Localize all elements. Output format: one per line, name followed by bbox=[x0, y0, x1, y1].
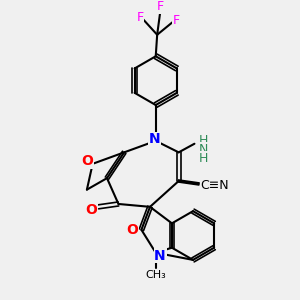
Text: F: F bbox=[136, 11, 143, 24]
Text: O: O bbox=[126, 223, 138, 237]
Text: O: O bbox=[81, 154, 93, 168]
Text: N: N bbox=[198, 143, 208, 156]
Text: CH₃: CH₃ bbox=[146, 270, 166, 280]
Text: O: O bbox=[85, 203, 97, 217]
Text: N: N bbox=[148, 132, 160, 146]
Text: C≡N: C≡N bbox=[201, 179, 229, 192]
Text: N: N bbox=[154, 249, 166, 262]
Text: H: H bbox=[198, 152, 208, 165]
Text: H: H bbox=[198, 134, 208, 147]
Text: F: F bbox=[173, 14, 180, 27]
Text: F: F bbox=[157, 0, 164, 14]
